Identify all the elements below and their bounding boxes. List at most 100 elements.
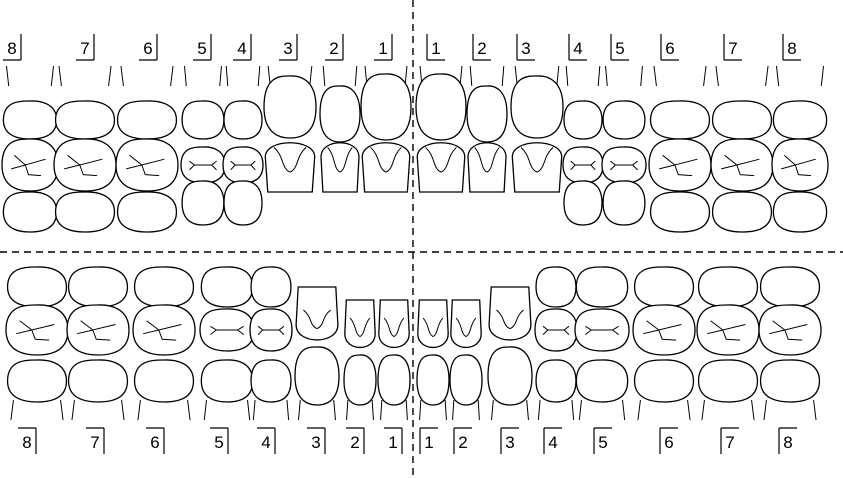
tooth-number: 1 <box>431 39 440 58</box>
tooth-number: 3 <box>283 39 292 58</box>
upper-right-label: 6 <box>139 34 158 61</box>
buccal-crown <box>250 359 292 403</box>
fissure <box>143 320 182 341</box>
fissure <box>126 154 165 177</box>
incisal-view <box>320 142 360 193</box>
lingual-crown <box>772 191 828 233</box>
incisal-view <box>450 299 482 348</box>
root-lines <box>120 65 174 87</box>
upper-right-label: 1 <box>374 34 393 61</box>
occlusal-surface <box>5 304 69 356</box>
labial-crown <box>294 346 340 406</box>
lingual-contour <box>455 317 477 338</box>
label-bracket <box>472 34 491 61</box>
lower-left-label: 6 <box>659 427 678 454</box>
tooth-number: 7 <box>90 433 99 452</box>
lingual-crown <box>67 266 129 308</box>
buccal-crown <box>2 100 58 140</box>
label-bracket <box>516 34 535 61</box>
lower-tooth <box>199 266 255 421</box>
lower-tooth <box>696 266 760 421</box>
upper-right-label: 4 <box>233 34 252 61</box>
tooth-number: 6 <box>665 39 674 58</box>
tooth-number: 3 <box>521 39 530 58</box>
upper-left-label: 8 <box>782 34 801 61</box>
tooth-number: 6 <box>150 433 159 452</box>
label-bracket <box>3 34 22 61</box>
buccal-crown <box>181 100 225 140</box>
root-lines <box>537 399 575 421</box>
labial-crown <box>449 354 483 406</box>
lingual-crown <box>6 266 68 308</box>
root-lines <box>763 399 817 421</box>
root-lines <box>225 65 261 87</box>
upper-tooth <box>360 65 412 193</box>
label-bracket <box>453 427 472 454</box>
root-lines <box>715 65 769 87</box>
lingual-crown <box>697 266 759 308</box>
lingual-crown <box>563 180 603 226</box>
label-bracket <box>543 427 562 454</box>
tooth-number: 3 <box>311 433 320 452</box>
upper-left-label: 6 <box>660 34 679 61</box>
tooth-number: 2 <box>477 39 486 58</box>
buccal-crown <box>223 100 263 140</box>
lingual-contour <box>496 309 524 330</box>
lower-tooth <box>449 299 483 421</box>
root-lines <box>491 399 529 421</box>
lingual-crown <box>250 266 292 308</box>
incisal-view <box>416 142 466 193</box>
fissure <box>781 154 816 177</box>
tooth-number: 4 <box>573 39 582 58</box>
tooth-number: 2 <box>458 433 467 452</box>
upper-right-label: 8 <box>3 34 22 61</box>
lingual-crown <box>133 266 195 308</box>
lower-tooth <box>5 266 69 421</box>
fissure <box>570 160 596 171</box>
fissure <box>721 154 760 177</box>
lower-right-label: 8 <box>18 427 37 454</box>
tooth-number: 1 <box>388 433 397 452</box>
root-lines <box>419 399 447 421</box>
lingual-crown <box>633 266 695 308</box>
lower-right-label: 1 <box>384 427 403 454</box>
label-bracket <box>610 34 629 61</box>
fissure <box>77 320 116 341</box>
tooth-number: 7 <box>725 433 734 452</box>
incisal-view <box>361 142 411 193</box>
label-bracket <box>76 34 95 61</box>
root-lines <box>5 65 55 87</box>
root-lines <box>252 399 290 421</box>
upper-tooth <box>771 65 829 233</box>
buccal-crown <box>772 100 828 140</box>
root-lines <box>380 399 408 421</box>
lower-tooth <box>758 266 822 421</box>
palatal-contour <box>425 147 457 173</box>
lower-left-label: 2 <box>453 427 472 454</box>
tooth-number: 1 <box>424 433 433 452</box>
label-bracket <box>18 427 37 454</box>
root-lines <box>203 399 251 421</box>
occlusal-surface <box>632 304 696 356</box>
upper-tooth <box>53 65 117 233</box>
tooth-number: 6 <box>143 39 152 58</box>
tooth-number: 5 <box>598 433 607 452</box>
buccal-crown <box>200 359 254 403</box>
upper-left-label: 2 <box>472 34 491 61</box>
lower-tooth <box>343 299 377 421</box>
upper-tooth <box>1 65 59 233</box>
labial-crown <box>466 85 508 143</box>
tooth-number: 5 <box>197 39 206 58</box>
occlusal-surface <box>758 304 822 356</box>
root-lines <box>653 65 707 87</box>
label-bracket <box>778 427 797 454</box>
label-bracket <box>346 427 365 454</box>
tooth-number: 4 <box>548 433 557 452</box>
root-lines <box>565 65 601 87</box>
tooth-number: 3 <box>505 433 514 452</box>
label-bracket <box>139 34 158 61</box>
occlusal-surface <box>696 304 760 356</box>
buccal-crown <box>54 100 116 140</box>
lingual-crown <box>759 266 821 308</box>
tooth-number: 8 <box>22 433 31 452</box>
